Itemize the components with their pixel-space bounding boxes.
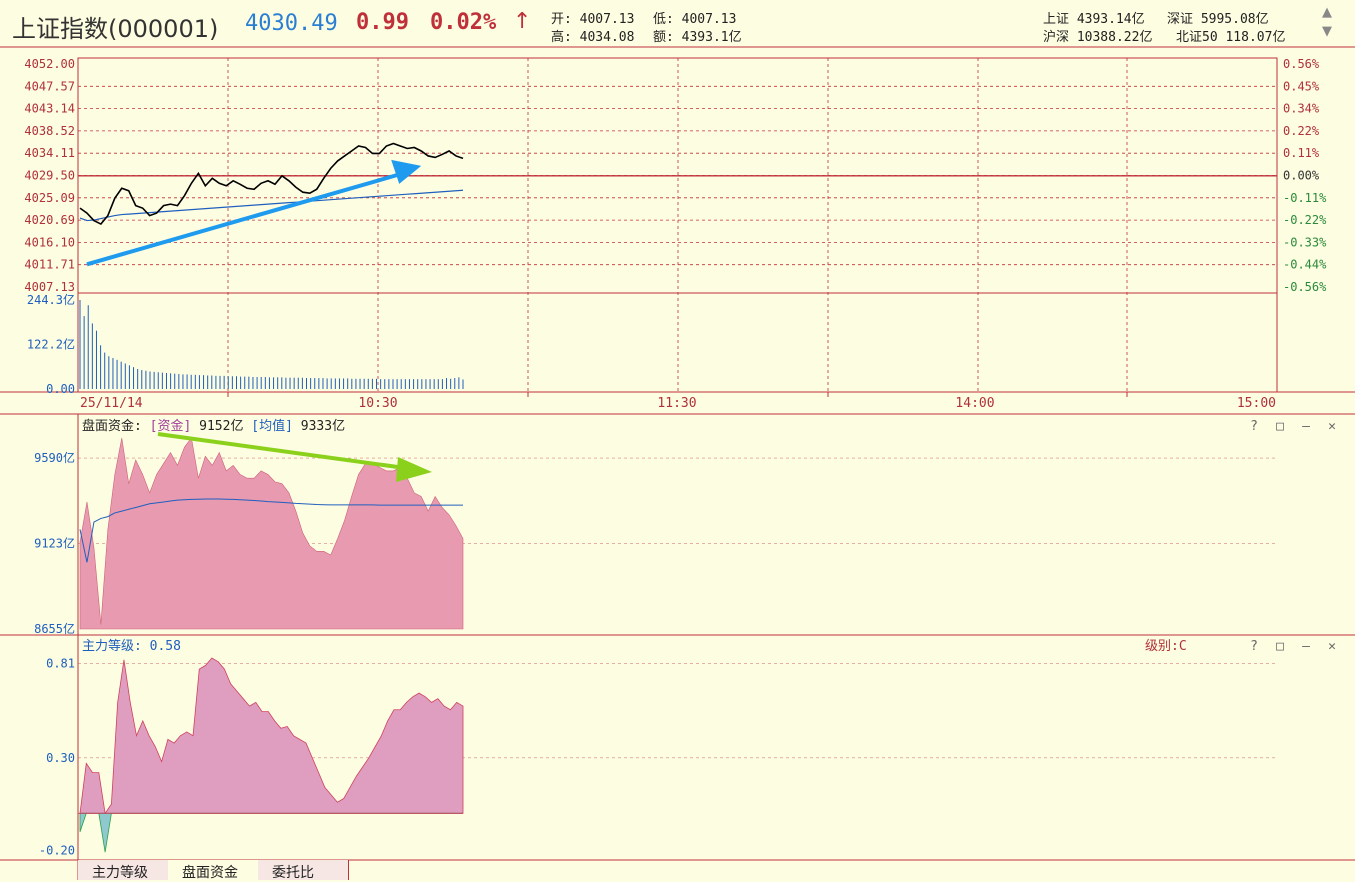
grade-tick-label: -0.20 xyxy=(39,843,75,857)
minimize-icon[interactable]: — xyxy=(1302,639,1310,654)
pct-tick-label: 0.56% xyxy=(1283,57,1320,71)
time-axis-label: 11:30 xyxy=(657,396,696,411)
price-tick-label: 4025.09 xyxy=(24,191,75,205)
pct-tick-label: -0.44% xyxy=(1283,258,1327,272)
close-icon[interactable]: ✕ xyxy=(1328,639,1336,654)
pct-tick-label: -0.33% xyxy=(1283,235,1327,249)
fund-area xyxy=(79,437,464,630)
grade-panel xyxy=(78,657,464,853)
index-price: 4030.49 xyxy=(245,11,338,36)
price-tick-label: 4029.50 xyxy=(24,169,75,183)
pct-tick-label: 0.11% xyxy=(1283,146,1320,160)
quote-header: 上证指数(000001) 4030.49 0.99 0.02% ↑ 开: 400… xyxy=(0,0,1355,47)
volume-tick-label: 244.3亿 xyxy=(27,292,75,307)
volume-tick-label: 0.00 xyxy=(46,382,75,396)
price-tick-label: 4043.14 xyxy=(24,102,75,116)
time-axis-label: 25/11/14 xyxy=(80,396,143,411)
grade-level-label: 级别:C xyxy=(1145,639,1187,654)
grade-tick-label: 0.30 xyxy=(46,751,75,765)
fund-tick-label: 9590亿 xyxy=(34,450,75,465)
index-change: 0.99 xyxy=(356,10,409,35)
minimize-icon[interactable]: — xyxy=(1302,419,1310,434)
help-icon[interactable]: ? xyxy=(1250,639,1258,654)
up-arrow-icon: ↑ xyxy=(513,9,532,34)
grade-negative-area xyxy=(79,812,463,853)
tab-3[interactable]: 委托比 xyxy=(258,860,349,881)
labels: 4052.00 0.56% 4047.57 0.45% 4043.14 0.34% 4038… xyxy=(24,57,1335,857)
high-stat: 高: 4034.08 xyxy=(551,30,635,45)
tab-label: 盘面资金 xyxy=(182,865,238,881)
grade-legend: 主力等级: 0.58 xyxy=(82,638,181,654)
fund-legend: 盘面资金: [资金] 9152亿 [均值] 9333亿 xyxy=(82,418,345,434)
price-tick-label: 4034.11 xyxy=(24,146,75,160)
time-axis-label: 10:30 xyxy=(358,396,397,411)
blue-trend-arrow-head xyxy=(391,159,422,184)
tab-label: 主力等级 xyxy=(92,865,148,881)
hs-turnover: 沪深 10388.22亿 xyxy=(1043,30,1153,45)
tab-label: 委托比 xyxy=(272,865,314,881)
close-icon[interactable]: ✕ xyxy=(1328,419,1336,434)
fund-mean-line xyxy=(79,498,463,563)
volume-panel xyxy=(79,300,464,389)
index-title: 上证指数(000001) xyxy=(12,15,219,43)
index-change-pct: 0.02% xyxy=(430,10,497,35)
time-axis-label: 15:00 xyxy=(1237,396,1276,411)
fund-tick-label: 9123亿 xyxy=(34,535,75,550)
price-tick-label: 4047.57 xyxy=(24,79,75,93)
price-tick-label: 4016.10 xyxy=(24,235,75,249)
price-panel xyxy=(78,142,1277,267)
pct-tick-label: 0.22% xyxy=(1283,124,1320,138)
tab-2[interactable]: 盘面资金 xyxy=(168,860,259,881)
amount-stat: 额: 4393.1亿 xyxy=(653,30,742,45)
green-trend-arrow-shaft xyxy=(157,432,406,470)
blue-trend-arrow-shaft xyxy=(86,171,402,267)
tab-1[interactable]: 主力等级 xyxy=(78,860,169,881)
time-axis-label: 14:00 xyxy=(955,396,994,411)
price-tick-label: 4038.52 xyxy=(24,124,75,138)
pct-tick-label: 0.34% xyxy=(1283,102,1320,116)
help-icon[interactable]: ? xyxy=(1250,419,1258,434)
pct-tick-label: -0.11% xyxy=(1283,191,1327,205)
open-stat: 开: 4007.13 xyxy=(551,12,635,27)
pct-tick-label: 0.45% xyxy=(1283,79,1320,93)
low-stat: 低: 4007.13 xyxy=(653,12,737,27)
pct-tick-label: -0.56% xyxy=(1283,280,1327,294)
price-line xyxy=(79,142,464,226)
maximize-icon[interactable]: □ xyxy=(1276,419,1284,434)
price-tick-label: 4052.00 xyxy=(24,57,75,71)
sz-turnover: 深证 5995.08亿 xyxy=(1167,12,1269,27)
grade-tick-label: 0.81 xyxy=(46,657,75,671)
scroll-up-icon[interactable]: ▲ xyxy=(1322,5,1332,20)
price-tick-label: 4007.13 xyxy=(24,280,75,294)
volume-tick-label: 122.2亿 xyxy=(27,337,75,352)
grade-positive-area xyxy=(79,657,464,815)
price-tick-label: 4011.71 xyxy=(24,258,75,272)
maximize-icon[interactable]: □ xyxy=(1276,639,1284,654)
fund-tick-label: 8655亿 xyxy=(34,621,75,636)
pct-tick-label: 0.00% xyxy=(1283,169,1320,183)
avg-price-line xyxy=(79,189,464,222)
green-trend-arrow-head xyxy=(396,457,432,482)
scroll-down-icon[interactable]: ▼ xyxy=(1322,24,1332,39)
pct-tick-label: -0.22% xyxy=(1283,213,1327,227)
price-tick-label: 4020.69 xyxy=(24,213,75,227)
sh-turnover: 上证 4393.14亿 xyxy=(1043,12,1145,27)
bz50-turnover: 北证50 118.07亿 xyxy=(1176,30,1286,45)
fund-panel xyxy=(79,432,464,630)
